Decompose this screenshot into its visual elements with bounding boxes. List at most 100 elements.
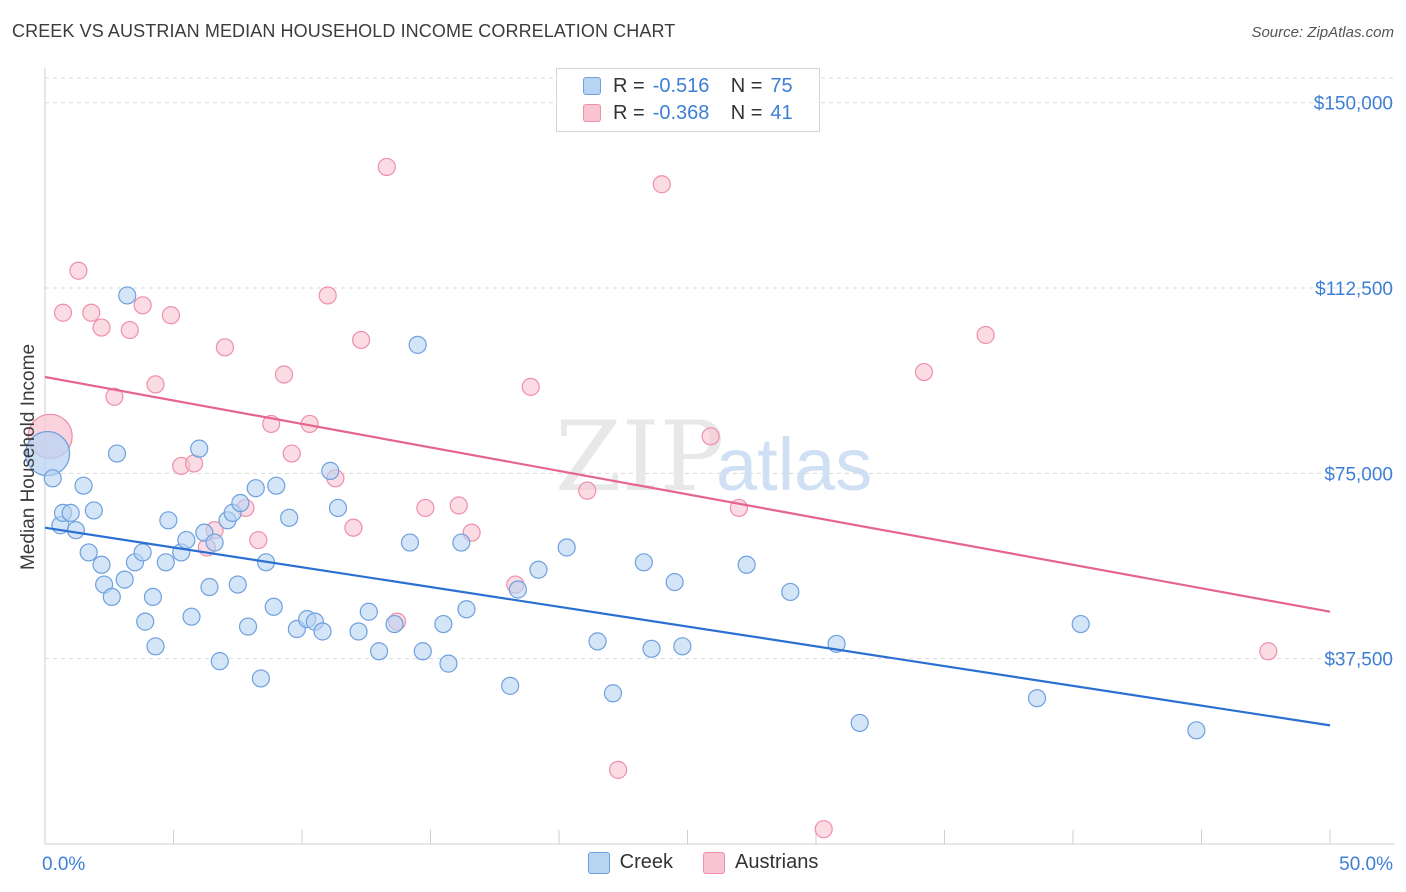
creek-point <box>781 582 800 602</box>
creek-n-label: N = <box>730 74 763 97</box>
austrians-legend-label: Austrians <box>734 851 819 873</box>
creek-point <box>321 461 340 480</box>
creek-point <box>370 642 389 661</box>
austrians-point <box>344 518 363 537</box>
austrians-r-label: R = <box>613 101 645 124</box>
austrians-point <box>814 820 833 839</box>
austrians-point <box>215 338 234 357</box>
austrians-point <box>82 303 101 322</box>
trend-lines <box>44 375 1331 727</box>
austrians-point <box>652 175 671 194</box>
creek-point <box>61 503 80 522</box>
series-legend: Creek Austrians <box>0 851 1406 874</box>
creek-swatch <box>583 77 601 95</box>
creek-point <box>400 533 420 552</box>
austrians-point <box>274 365 294 384</box>
creek-point <box>246 479 265 498</box>
creek-point <box>737 555 756 574</box>
austrians-point <box>416 498 435 518</box>
creek-point <box>264 597 283 616</box>
creek-point <box>508 580 527 599</box>
creek-point <box>501 676 520 695</box>
creek-point <box>133 543 152 562</box>
creek-point <box>385 614 404 634</box>
creek-point <box>313 622 332 641</box>
austrians-point <box>609 760 628 779</box>
creek-point <box>231 493 250 513</box>
creek-point <box>200 577 219 597</box>
y-tick-label-2: $112,500 <box>1315 279 1393 300</box>
creek-point <box>359 602 378 621</box>
x-tick-label-0: 0.0% <box>42 854 85 875</box>
creek-point <box>43 469 62 488</box>
creek-r-label: R = <box>613 74 645 97</box>
creek-point <box>84 501 103 520</box>
austrians-point <box>318 286 337 305</box>
austrians-point <box>352 330 371 350</box>
creek-legend-label: Creek <box>619 851 673 873</box>
creek-point <box>413 642 432 661</box>
creek-point <box>66 521 85 540</box>
y-tick-label-1: $75,000 <box>1324 464 1393 485</box>
creek-point <box>79 543 98 562</box>
legend-item-creek[interactable]: Creek <box>587 851 673 874</box>
creek-point <box>603 684 623 703</box>
austrians-point <box>161 306 181 325</box>
grid-lines <box>45 77 1395 660</box>
austrians-legend-swatch <box>702 851 725 874</box>
creek-point <box>238 617 258 636</box>
source-label: Source: ZipAtlas.com <box>1251 24 1394 41</box>
creek-point <box>118 286 137 305</box>
creek-point <box>136 612 155 631</box>
creek-point <box>228 575 247 594</box>
austrians-r-value: -0.368 <box>652 101 710 124</box>
creek-point <box>434 614 453 634</box>
austrians-point <box>914 362 934 382</box>
creek-point <box>92 555 111 574</box>
watermark-atlas: atlas <box>716 423 872 506</box>
austrians-point <box>701 427 720 446</box>
austrians-point <box>69 261 88 280</box>
y-tick-label-3: $150,000 <box>1314 94 1393 115</box>
creek-point <box>190 439 209 458</box>
creek-point <box>665 572 684 592</box>
creek-point <box>408 335 427 354</box>
austrians-n-label: N = <box>730 101 763 124</box>
austrians-point <box>449 496 468 515</box>
creek-point <box>205 533 224 552</box>
creek-point <box>328 498 348 518</box>
chart-title: CREEK VS AUSTRIAN MEDIAN HOUSEHOLD INCOM… <box>12 21 676 41</box>
creek-point <box>439 654 458 673</box>
legend-row-creek: R = -0.516 N = 75 <box>583 73 793 99</box>
austrians-point <box>120 320 139 340</box>
axis-labels: $37,500 $75,000 $112,500 $150,000 0.0% 50.0% M… <box>18 94 1393 875</box>
creek-point <box>349 622 368 641</box>
creek-trend-line <box>44 526 1331 727</box>
creek-point <box>156 553 175 572</box>
watermark: ZIP atlas <box>555 401 872 513</box>
austrians-point <box>146 375 165 394</box>
creek-point <box>143 587 163 607</box>
austrians-point <box>53 303 73 322</box>
creek-point <box>588 632 607 651</box>
x-tick-label-1: 50.0% <box>1339 854 1393 875</box>
austrians-point <box>282 444 301 463</box>
y-axis-label: Median Household Income <box>18 344 39 570</box>
austrians-point <box>521 377 540 396</box>
legend-item-austrians[interactable]: Austrians <box>702 851 819 874</box>
creek-point <box>74 476 93 495</box>
austrians-point <box>133 296 152 315</box>
austrians-point <box>377 157 396 177</box>
creek-point <box>146 637 165 656</box>
creek-point <box>115 570 134 589</box>
creek-point <box>182 607 201 626</box>
creek-r-value: -0.516 <box>652 74 710 97</box>
austrians-trend-line <box>44 375 1331 613</box>
austrians-point <box>578 481 597 500</box>
creek-point <box>1071 614 1090 634</box>
creek-n-value: 75 <box>770 74 793 97</box>
creek-points <box>24 286 1206 740</box>
creek-point <box>280 508 299 527</box>
creek-point <box>557 538 576 557</box>
